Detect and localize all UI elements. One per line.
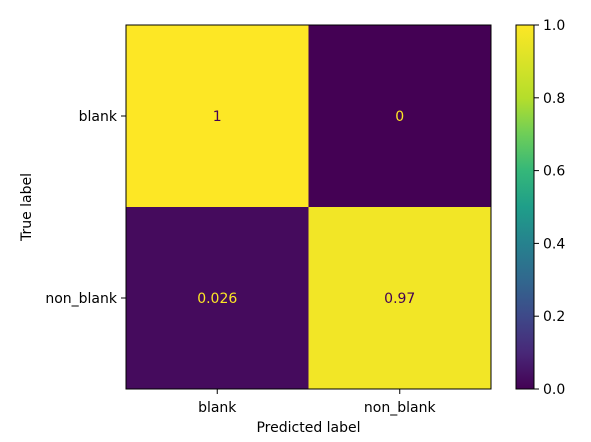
colorbar-tick-label: 0.4 [543, 236, 565, 252]
colorbar-gradient [516, 25, 534, 389]
colorbar-frame [515, 24, 535, 390]
x-axis: blank non_blank [198, 389, 436, 416]
x-axis-title: Predicted label [256, 420, 360, 436]
heatmap-cell [126, 207, 309, 389]
heatmap-cells [126, 25, 491, 389]
x-tick-label: blank [198, 400, 237, 416]
cell-value-label: 0 [395, 109, 404, 125]
heatmap-cell [308, 25, 491, 207]
cell-value-label: 0.97 [384, 291, 415, 307]
y-tick-label: blank [79, 109, 118, 125]
colorbar: 0.0 0.2 0.4 0.6 0.8 1.0 [515, 18, 565, 398]
heatmap-cell [308, 207, 491, 389]
colorbar-tick-label: 0.6 [543, 164, 565, 180]
heatmap-cell [126, 25, 309, 207]
colorbar-tick-label: 0.0 [543, 382, 565, 398]
y-axis-title: True label [19, 173, 35, 242]
colorbar-tick-label: 1.0 [543, 18, 565, 34]
cell-value-label: 1 [213, 109, 222, 125]
plot-frame [125, 24, 492, 390]
colorbar-tick-label: 0.8 [543, 91, 565, 107]
cell-labels: 1 0 0.026 0.97 [197, 109, 415, 307]
colorbar-ticks: 0.0 0.2 0.4 0.6 0.8 1.0 [534, 18, 565, 398]
cell-value-label: 0.026 [197, 291, 237, 307]
y-axis: blank non_blank [45, 109, 126, 307]
colorbar-tick-label: 0.2 [543, 309, 565, 325]
y-tick-label: non_blank [45, 291, 118, 307]
x-tick-label: non_blank [364, 400, 437, 416]
